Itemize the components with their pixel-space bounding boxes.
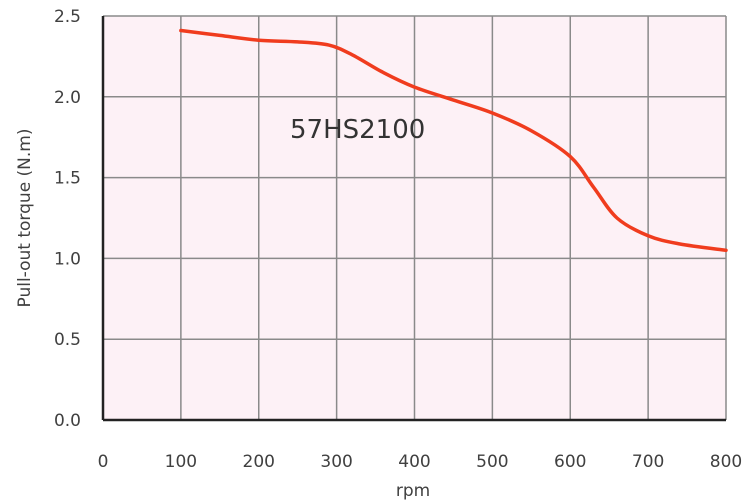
y-tick-label: 2.5 — [54, 7, 81, 27]
series-line — [179, 28, 728, 253]
x-tick-label: 400 — [398, 452, 430, 472]
y-tick-label: 1.5 — [54, 169, 81, 189]
x-tick-label: 100 — [165, 452, 197, 472]
y-tick-label: 1.0 — [54, 249, 81, 269]
grid — [103, 15, 727, 420]
x-tick-label: 700 — [632, 452, 664, 472]
y-tick-label: 0.5 — [54, 330, 81, 350]
axes — [101, 16, 726, 422]
x-tick-label: 500 — [476, 452, 508, 472]
x-tick-label: 600 — [554, 452, 586, 472]
x-tick-label: 0 — [98, 452, 109, 472]
x-tick-label: 300 — [320, 452, 352, 472]
y-axis-label: Pull-out torque (N.m) — [15, 129, 35, 308]
x-axis-label: rpm — [396, 481, 430, 501]
y-tick-label: 0.0 — [54, 411, 81, 431]
x-tick-labels: 0 100 200 300 400 500 600 700 800 — [98, 452, 743, 472]
y-tick-labels: 0.0 0.5 1.0 1.5 2.0 2.5 — [54, 7, 81, 431]
chart-annotation: 57HS2100 — [290, 115, 425, 145]
x-tick-label: 800 — [710, 452, 742, 472]
y-tick-label: 2.0 — [54, 88, 81, 108]
x-tick-label: 200 — [243, 452, 275, 472]
